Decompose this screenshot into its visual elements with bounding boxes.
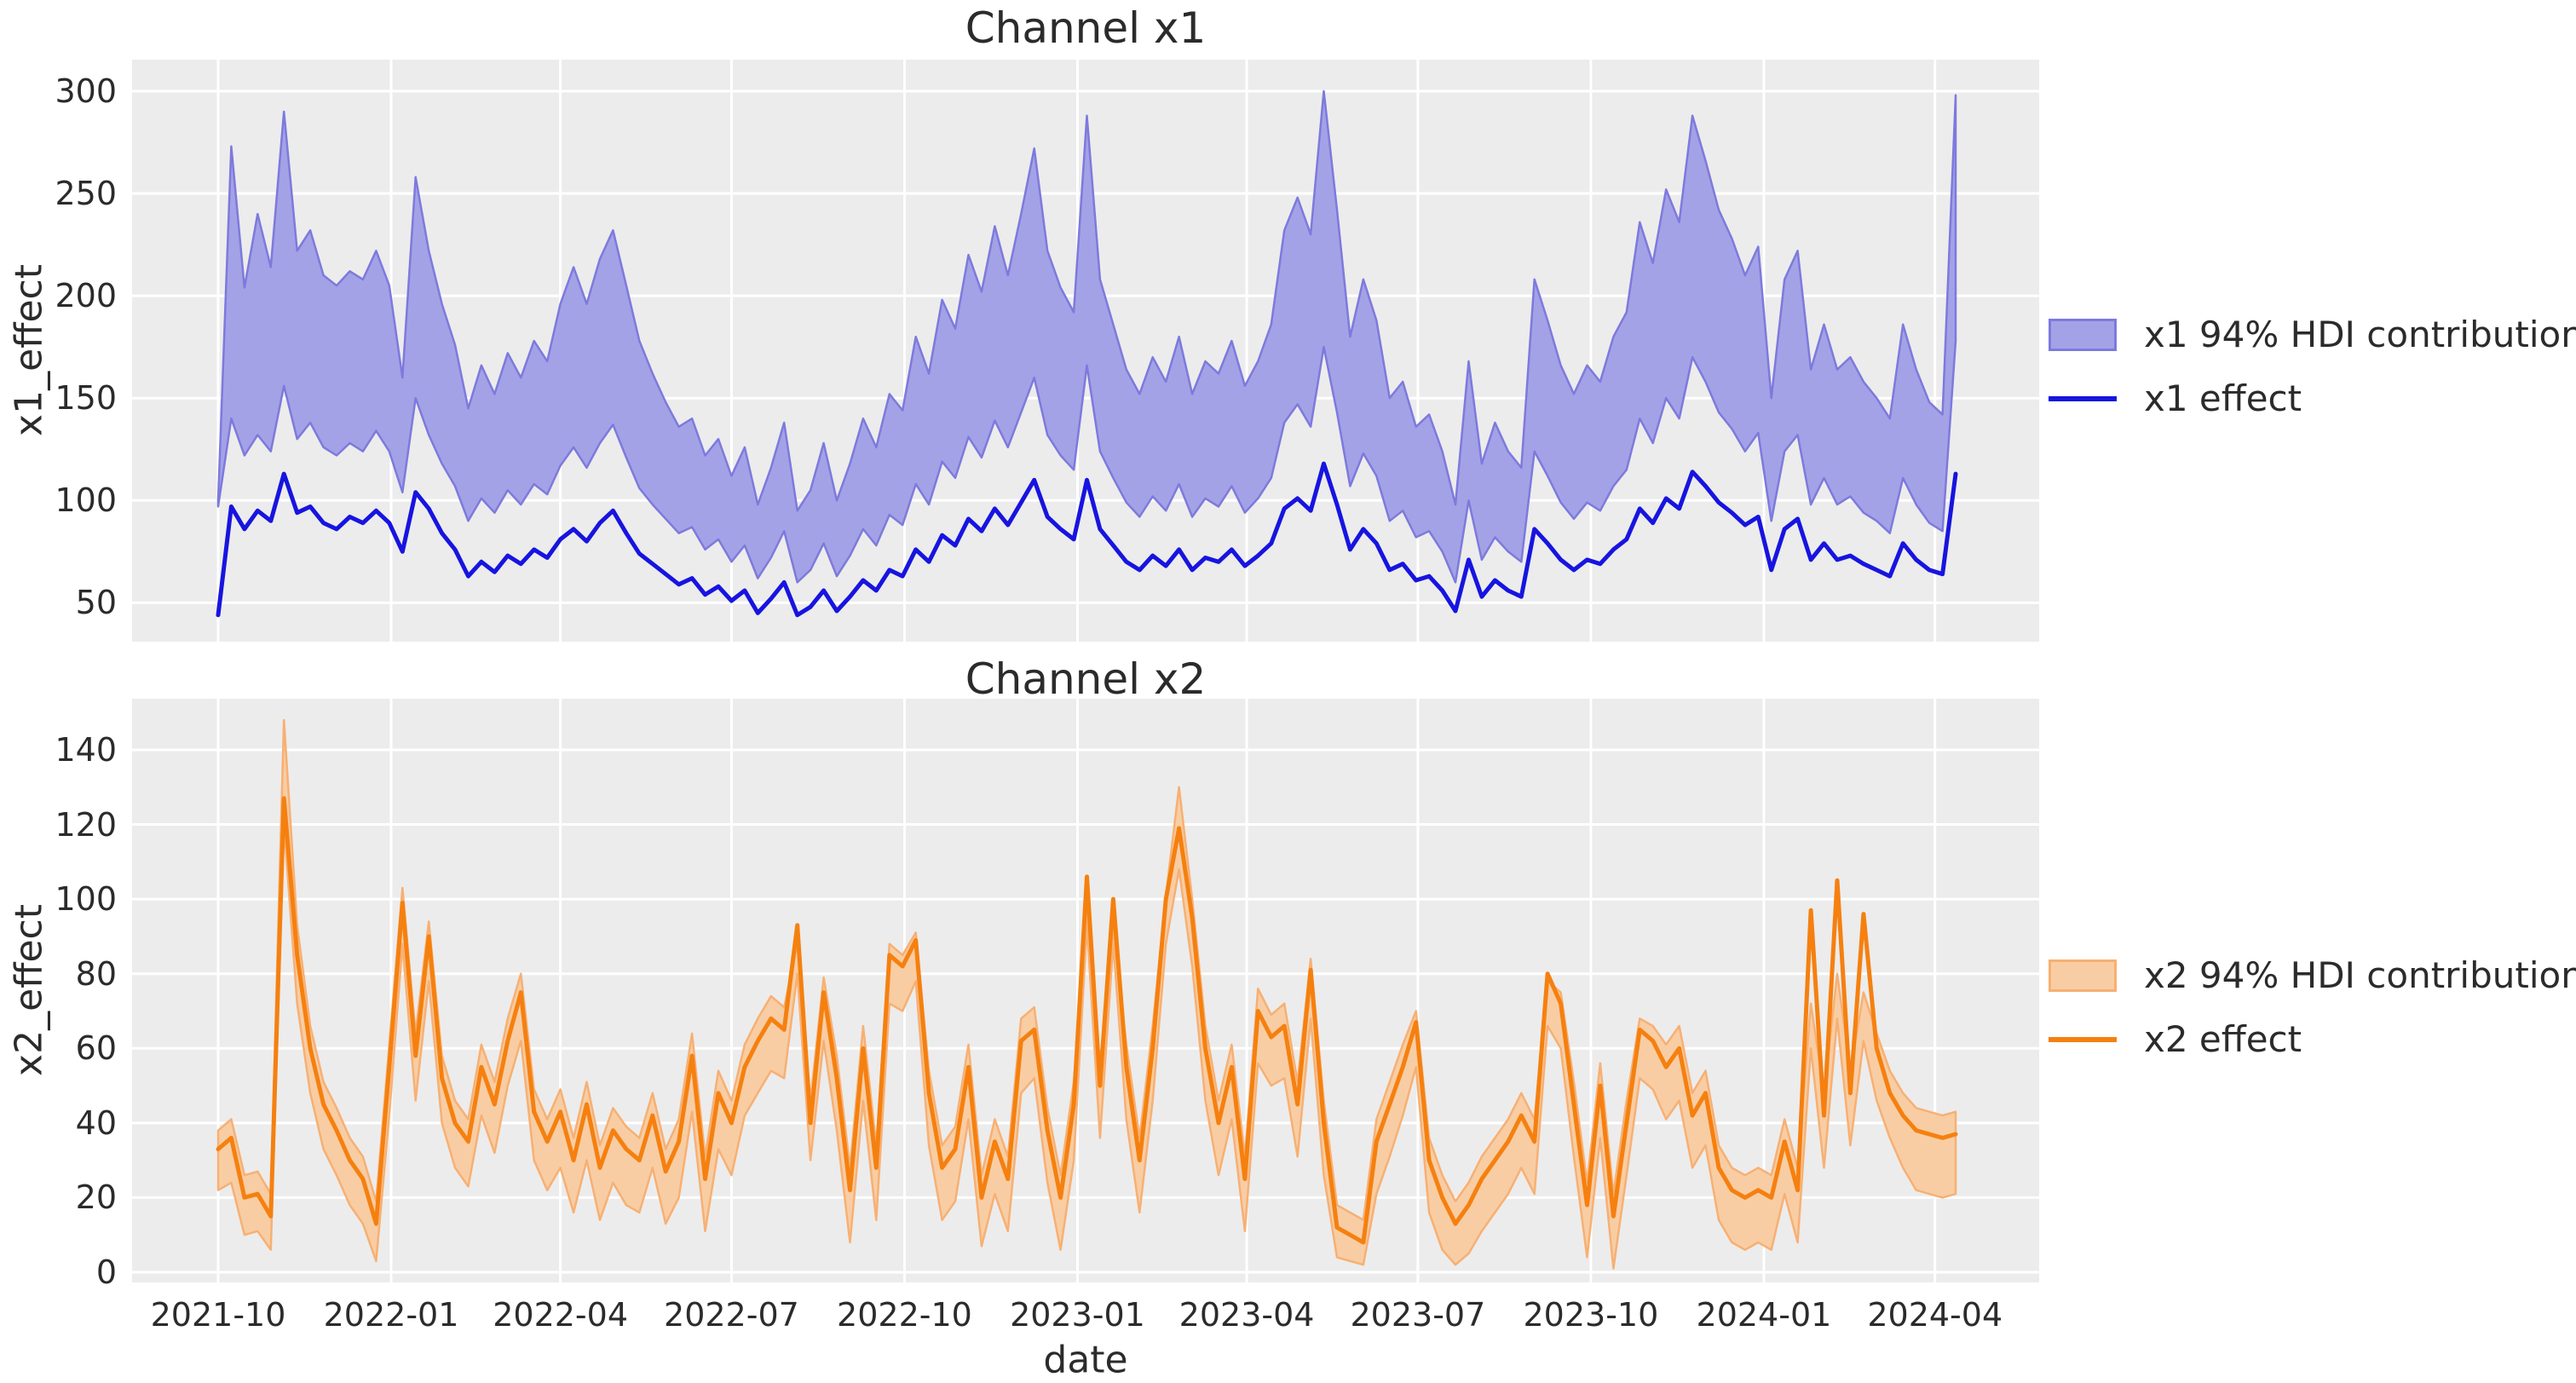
x-tick-label: 2023-10 <box>1523 1296 1659 1334</box>
channel-x2-plot-area <box>132 699 2039 1282</box>
channel-x1-plot-area <box>132 60 2039 642</box>
x-tick-label: 2022-07 <box>664 1296 799 1334</box>
x-tick-label: 2024-04 <box>1867 1296 2003 1334</box>
legend-x2: x2 94% HDI contribution x2 effect <box>2049 954 2576 1060</box>
y-tick-label: 100 <box>55 481 117 520</box>
y-tick-label: 300 <box>55 72 117 110</box>
x-tick-label: 2023-07 <box>1350 1296 1486 1334</box>
channel-x1-title: Channel x1 <box>965 3 1207 53</box>
legend-item-x2-effect: x2 effect <box>2049 1018 2576 1060</box>
y-tick-label: 100 <box>55 880 117 919</box>
y-tick-label: 40 <box>75 1104 117 1142</box>
y-tick-label: 200 <box>55 277 117 315</box>
x2-effect-line-swatch-icon <box>2049 1036 2117 1042</box>
x1-hdi-band <box>216 89 1957 584</box>
x-tick-label: 2023-04 <box>1179 1296 1315 1334</box>
legend-label-x1-hdi: x1 94% HDI contribution <box>2144 314 2576 355</box>
y-tick-label: 120 <box>55 805 117 844</box>
x-tick-label: 2022-10 <box>837 1296 972 1334</box>
legend-item-x2-hdi: x2 94% HDI contribution <box>2049 954 2576 996</box>
x-tick-label: 2023-01 <box>1010 1296 1145 1334</box>
y-tick-label: 250 <box>55 175 117 213</box>
y-axis-label-x1-effect: x1_effect <box>7 264 51 436</box>
y-tick-label: 0 <box>95 1253 117 1291</box>
y-tick-label: 20 <box>75 1178 117 1217</box>
x2-effect-line <box>216 796 1958 1245</box>
x-axis-label-date: date <box>1043 1338 1128 1382</box>
y-tick-label: 140 <box>55 730 117 769</box>
x-tick-label: 2024-01 <box>1696 1296 1832 1334</box>
y-tick-label: 50 <box>75 584 117 622</box>
y-tick-label: 80 <box>75 954 117 993</box>
channel-x2-title: Channel x2 <box>965 654 1207 704</box>
x1-effect-line-swatch-icon <box>2049 395 2117 401</box>
x-tick-label: 2021-10 <box>150 1296 286 1334</box>
x-tick-label: 2022-04 <box>493 1296 628 1334</box>
y-tick-label: 150 <box>55 379 117 418</box>
y-tick-label: 60 <box>75 1029 117 1068</box>
legend-label-x2-effect: x2 effect <box>2144 1018 2302 1060</box>
x1-hdi-band-swatch-icon <box>2049 318 2117 351</box>
legend-item-x1-effect: x1 effect <box>2049 377 2576 419</box>
y-axis-label-x2-effect: x2_effect <box>7 904 51 1076</box>
legend-x1: x1 94% HDI contribution x1 effect <box>2049 314 2576 419</box>
legend-label-x1-effect: x1 effect <box>2144 377 2302 419</box>
x1-effect-line <box>216 461 1958 618</box>
x-tick-label: 2022-01 <box>323 1296 459 1334</box>
x2-hdi-band-swatch-icon <box>2049 959 2117 992</box>
legend-item-x1-hdi: x1 94% HDI contribution <box>2049 314 2576 355</box>
legend-label-x2-hdi: x2 94% HDI contribution <box>2144 954 2576 996</box>
